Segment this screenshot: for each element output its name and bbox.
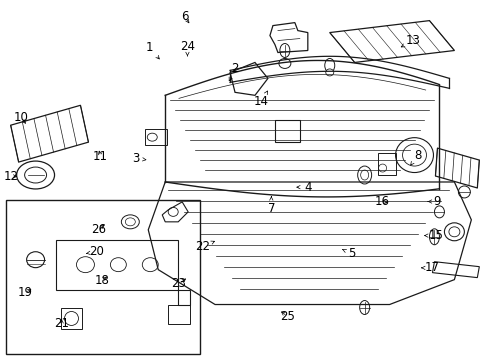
Text: 16: 16 xyxy=(374,195,389,208)
Text: 5: 5 xyxy=(342,247,355,260)
Ellipse shape xyxy=(278,58,290,68)
Text: 7: 7 xyxy=(267,197,275,215)
Text: 24: 24 xyxy=(180,40,195,56)
Text: 6: 6 xyxy=(181,10,188,23)
Text: 21: 21 xyxy=(54,317,69,330)
Text: 9: 9 xyxy=(427,195,440,208)
Text: 10: 10 xyxy=(14,111,29,124)
Text: 2: 2 xyxy=(229,62,238,81)
Text: 25: 25 xyxy=(280,310,294,323)
Text: 8: 8 xyxy=(410,149,421,165)
Text: 1: 1 xyxy=(145,41,159,59)
Text: 20: 20 xyxy=(86,245,104,258)
Text: 12: 12 xyxy=(4,170,19,183)
Text: 18: 18 xyxy=(94,274,109,287)
Text: 23: 23 xyxy=(171,278,186,291)
Text: 4: 4 xyxy=(296,181,311,194)
Bar xyxy=(377,153,395,175)
Bar xyxy=(274,120,299,142)
Text: 13: 13 xyxy=(400,34,419,48)
Text: 17: 17 xyxy=(421,261,439,274)
Text: 19: 19 xyxy=(18,287,33,300)
Bar xyxy=(6,200,200,354)
Text: 3: 3 xyxy=(132,152,145,165)
Text: 15: 15 xyxy=(424,229,442,242)
Text: 14: 14 xyxy=(254,91,268,108)
Text: 11: 11 xyxy=(93,150,108,163)
Bar xyxy=(145,129,167,145)
Ellipse shape xyxy=(325,69,333,76)
Text: 26: 26 xyxy=(91,223,105,236)
Text: 22: 22 xyxy=(195,240,214,253)
